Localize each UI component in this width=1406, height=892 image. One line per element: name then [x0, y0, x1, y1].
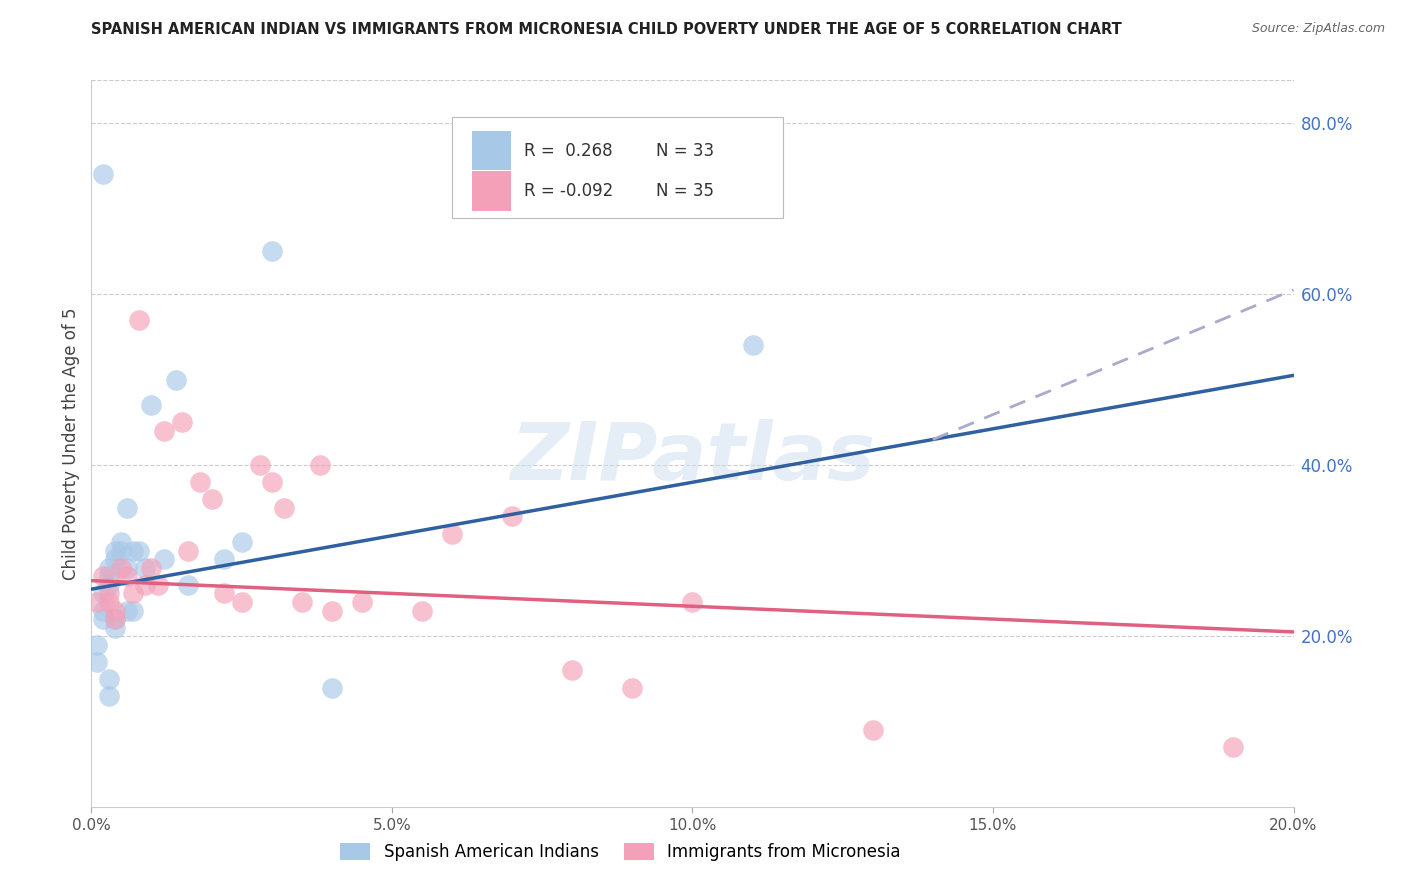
Point — [176, 578, 198, 592]
Text: N = 35: N = 35 — [657, 182, 714, 200]
Text: N = 33: N = 33 — [657, 142, 714, 160]
Point — [128, 543, 150, 558]
Point — [1222, 740, 1244, 755]
Point — [141, 398, 163, 412]
Point — [176, 543, 198, 558]
FancyBboxPatch shape — [472, 130, 510, 170]
Point — [93, 569, 115, 583]
Point — [201, 492, 224, 507]
Point — [98, 561, 121, 575]
Point — [321, 681, 343, 695]
Point — [249, 458, 271, 472]
Point — [141, 561, 163, 575]
FancyBboxPatch shape — [472, 171, 510, 211]
Point — [170, 416, 193, 430]
Point — [212, 552, 235, 566]
Text: Source: ZipAtlas.com: Source: ZipAtlas.com — [1251, 22, 1385, 36]
Point — [561, 664, 583, 678]
Point — [165, 373, 187, 387]
Point — [86, 595, 108, 609]
Point — [104, 552, 127, 566]
Legend: Spanish American Indians, Immigrants from Micronesia: Spanish American Indians, Immigrants fro… — [333, 837, 907, 868]
Point — [122, 586, 145, 600]
Point — [146, 578, 169, 592]
Point — [212, 586, 235, 600]
Point — [134, 561, 156, 575]
Point — [152, 424, 174, 438]
Point — [86, 655, 108, 669]
Point — [411, 603, 433, 617]
Point — [260, 475, 283, 490]
Point — [98, 672, 121, 686]
Y-axis label: Child Poverty Under the Age of 5: Child Poverty Under the Age of 5 — [62, 308, 80, 580]
Point — [308, 458, 330, 472]
Point — [93, 612, 115, 626]
Point — [621, 681, 644, 695]
Point — [98, 578, 121, 592]
Point — [104, 603, 127, 617]
Point — [862, 723, 884, 738]
Point — [681, 595, 703, 609]
Point — [86, 638, 108, 652]
Point — [188, 475, 211, 490]
Point — [98, 569, 121, 583]
Point — [104, 612, 127, 626]
Point — [273, 500, 295, 515]
Point — [128, 312, 150, 326]
Point — [231, 535, 253, 549]
Point — [122, 543, 145, 558]
Point — [231, 595, 253, 609]
Point — [122, 603, 145, 617]
FancyBboxPatch shape — [451, 117, 783, 219]
Text: R =  0.268: R = 0.268 — [524, 142, 613, 160]
Point — [152, 552, 174, 566]
Point — [260, 244, 283, 259]
Point — [104, 612, 127, 626]
Text: SPANISH AMERICAN INDIAN VS IMMIGRANTS FROM MICRONESIA CHILD POVERTY UNDER THE AG: SPANISH AMERICAN INDIAN VS IMMIGRANTS FR… — [91, 22, 1122, 37]
Point — [117, 569, 139, 583]
Point — [98, 689, 121, 703]
Point — [93, 586, 115, 600]
Point — [93, 603, 115, 617]
Point — [98, 595, 121, 609]
Point — [741, 338, 763, 352]
Point — [104, 543, 127, 558]
Point — [110, 561, 132, 575]
Point — [110, 535, 132, 549]
Text: ZIPatlas: ZIPatlas — [510, 419, 875, 498]
Point — [117, 500, 139, 515]
Point — [110, 543, 132, 558]
Point — [321, 603, 343, 617]
Point — [98, 586, 121, 600]
Point — [350, 595, 373, 609]
Text: R = -0.092: R = -0.092 — [524, 182, 613, 200]
Point — [501, 509, 523, 524]
Point — [440, 526, 463, 541]
Point — [93, 167, 115, 181]
Point — [104, 621, 127, 635]
Point — [134, 578, 156, 592]
Point — [117, 561, 139, 575]
Point — [117, 603, 139, 617]
Point — [291, 595, 314, 609]
